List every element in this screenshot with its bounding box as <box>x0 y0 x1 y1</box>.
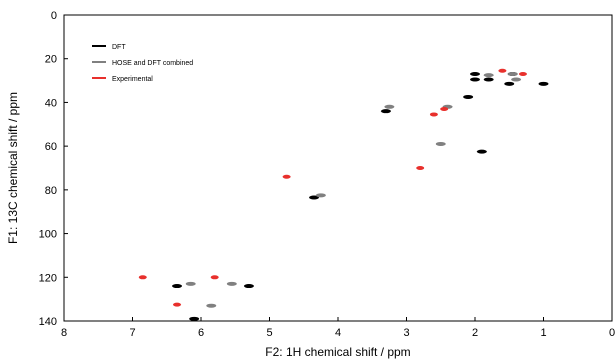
scatter-point <box>440 106 449 111</box>
scatter-point <box>470 72 480 77</box>
y-axis-tick-label: 120 <box>39 272 57 284</box>
data-points <box>138 68 549 321</box>
y-axis-tick-label: 80 <box>45 185 57 197</box>
scatter-point <box>416 166 425 170</box>
x-axis-tick-label: 1 <box>540 327 546 339</box>
y-axis-title: F1: 13C chemical shift / ppm <box>6 92 20 244</box>
scatter-point <box>138 275 147 280</box>
y-axis-ticks: 0 20 40 60 80 100 120 140 <box>39 10 68 328</box>
scatter-point <box>185 281 196 286</box>
y-axis-tick-label: 40 <box>45 97 57 109</box>
x-axis-tick-label: 5 <box>266 327 272 339</box>
scatter-point <box>476 149 487 154</box>
scatter-point <box>498 68 507 73</box>
scatter-point <box>511 77 522 82</box>
y-axis-tick-label: 140 <box>39 316 57 328</box>
scatter-point <box>309 195 320 200</box>
y-axis-tick-label: 100 <box>39 229 57 241</box>
x-axis-ticks: 8 7 6 5 4 3 2 1 0 <box>61 317 615 339</box>
scatter-point <box>504 81 515 86</box>
x-axis-tick-label: 8 <box>61 327 67 339</box>
scatter-point <box>483 73 494 78</box>
scatter-point <box>380 109 391 114</box>
y-axis-tick-label: 20 <box>45 54 57 66</box>
legend-label-experimental: Experimental <box>112 76 153 83</box>
y-axis-tick-label: 60 <box>45 141 57 153</box>
x-axis-tick-label: 0 <box>609 327 615 339</box>
scatter-point <box>189 316 200 321</box>
scatter-point <box>518 72 527 77</box>
plot-area <box>63 14 613 322</box>
scatter-point <box>210 275 219 280</box>
y-axis-tick-label: 0 <box>51 10 57 22</box>
scatter-point <box>538 81 549 86</box>
legend-label-dft: DFT <box>112 44 126 51</box>
scatter-point <box>483 77 494 82</box>
scatter-point <box>463 94 474 99</box>
scatter-point <box>384 104 395 109</box>
scatter-point <box>172 284 183 289</box>
legend: DFT HOSE and DFT combined Experimental <box>92 44 193 83</box>
legend-label-hose-dft: HOSE and DFT combined <box>112 60 193 67</box>
x-axis-tick-label: 2 <box>472 327 478 339</box>
scatter-point <box>206 303 217 308</box>
scatter-point <box>429 112 438 117</box>
scatter-point <box>282 174 291 179</box>
scatter-point <box>435 141 446 146</box>
x-axis-tick-label: 4 <box>335 327 341 339</box>
scatter-point <box>243 284 254 289</box>
scatter-point <box>507 72 518 77</box>
scatter-point <box>315 193 326 198</box>
x-axis-tick-label: 6 <box>198 327 204 339</box>
x-axis-tick-label: 3 <box>403 327 409 339</box>
x-axis-tick-label: 7 <box>129 327 135 339</box>
scatter-point <box>173 302 182 307</box>
scatter-point <box>226 281 237 286</box>
x-axis-title: F2: 1H chemical shift / ppm <box>265 345 410 359</box>
scatter-point <box>470 77 480 82</box>
